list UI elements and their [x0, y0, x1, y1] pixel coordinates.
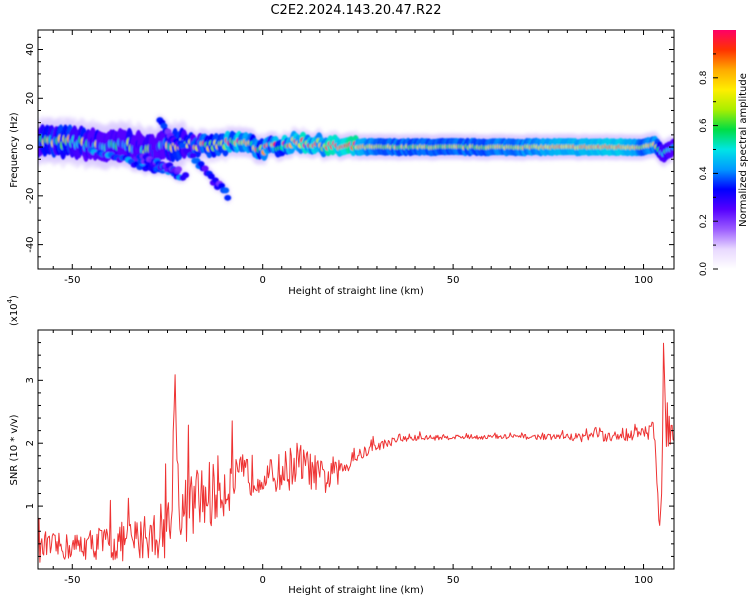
snr-multiplier: (x104)	[6, 295, 20, 326]
snr-y-tick-label: 1	[25, 503, 36, 509]
heatmap-streak-cell	[182, 172, 190, 179]
colorbar: 0.0 0.2 0.4 0.6 0.8 Normalized spectral ampl…	[699, 30, 749, 276]
heatmap-streak-cell	[207, 173, 215, 180]
colorbar-tick-label: 0.0	[699, 262, 709, 277]
spectrogram-y-tick-label: 0	[25, 144, 36, 150]
chart-title: C2E2.2024.143.20.47.R22	[270, 3, 441, 18]
snr-series-line	[38, 342, 674, 563]
snr-y-tick-label: 2	[25, 440, 36, 446]
snr-multiplier-exponent: 4	[6, 298, 14, 303]
snr-y-axis-label: SNR (10 * v/v)	[9, 414, 20, 485]
spectrogram-y-tick-label: -20	[25, 188, 36, 204]
snr-panel: -50 0 50 100 1 2 3 Height of straight line (km…	[6, 295, 675, 596]
snr-frame	[37, 329, 675, 570]
spectrogram-y-tick-label: 40	[25, 43, 36, 56]
snr-y-tick-label: 3	[25, 377, 36, 383]
colorbar-tick-label: 0.4	[699, 166, 709, 181]
snr-x-tick-label: 50	[447, 575, 460, 586]
snr-x-tick-label: -50	[64, 575, 80, 586]
colorbar-label: Normalized spectral amplitude	[738, 73, 749, 227]
spectrogram-heatmap	[38, 114, 674, 204]
colorbar-tick-label: 0.6	[699, 118, 709, 133]
heatmap-streak-cell	[218, 182, 226, 189]
heatmap-streak-cell	[224, 194, 232, 201]
spectrogram-x-tick-label: -50	[64, 275, 80, 286]
svg-text:(x104): (x104)	[6, 295, 20, 326]
heatmap-streak-cell	[189, 152, 197, 159]
heatmap-streak-cell	[201, 165, 209, 172]
colorbar-tick-label: 0.8	[699, 70, 709, 85]
snr-x-tick-label: 100	[634, 575, 653, 586]
spectrogram-ticks: -50 0 50 100 -40 -20 0 20 40	[25, 30, 674, 286]
spectrogram-y-tick-label: -40	[25, 236, 36, 252]
spectrogram-x-tick-label: 0	[260, 275, 266, 286]
snr-plot-area	[38, 330, 674, 569]
spectrogram-panel: -50 0 50 100 -40 -20 0 20 40 Height of straight …	[9, 29, 675, 297]
colorbar-gradient	[713, 30, 736, 269]
heatmap-streak-cell	[160, 122, 168, 129]
spectrogram-frame	[37, 29, 675, 270]
colorbar-tick-label: 0.2	[699, 214, 709, 228]
spectrogram-y-tick-label: 20	[25, 92, 36, 105]
snr-x-axis-label: Height of straight line (km)	[288, 585, 424, 596]
snr-x-tick-label: 0	[260, 575, 266, 586]
heatmap-streak-cell	[178, 142, 186, 149]
heatmap-streak-cell	[174, 166, 182, 173]
spectrogram-x-tick-label: 100	[634, 275, 653, 286]
snr-ticks: -50 0 50 100 1 2 3	[25, 330, 674, 586]
spectrogram-x-tick-label: 50	[447, 275, 460, 286]
snr-multiplier-label: (x10	[9, 303, 20, 326]
colorbar-ticks: 0.0 0.2 0.4 0.6 0.8	[699, 53, 718, 277]
spectrogram-y-axis-label: Frequency (Hz)	[9, 112, 20, 188]
spectrogram-x-axis-label: Height of straight line (km)	[288, 286, 424, 297]
heatmap-core	[38, 117, 674, 201]
heatmap-streak-cell	[222, 187, 230, 194]
